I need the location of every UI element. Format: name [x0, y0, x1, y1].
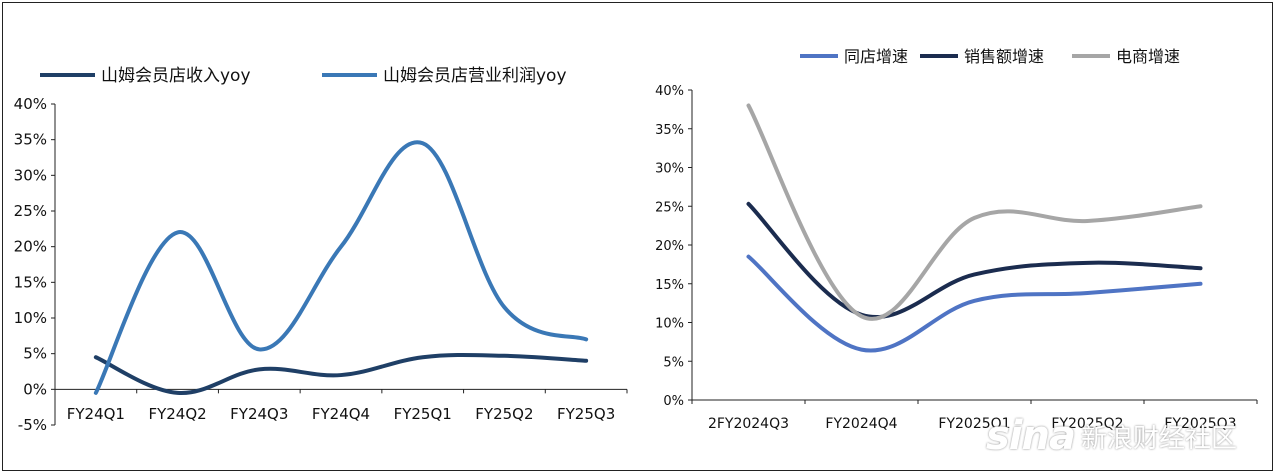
- c2-legend-label-3: 电商增速: [1116, 47, 1180, 66]
- c2-series-line-3: [746, 103, 1203, 321]
- c1-y-tick-label: 40%: [14, 95, 47, 113]
- c2-y-tick-label: 30%: [655, 162, 684, 177]
- c1-x-tick-label: FY24Q4: [312, 405, 370, 423]
- c1-y-tick-label: 20%: [14, 238, 47, 256]
- c1-series-line-1: [93, 352, 589, 395]
- c2-series-line-2: [746, 201, 1203, 319]
- watermark: sina 新浪财经社区: [986, 413, 1237, 459]
- c2-y-tick-label: 40%: [655, 84, 684, 99]
- c1-y-tick-label: 35%: [14, 131, 47, 149]
- c1-x-tick-label: FY25Q1: [394, 405, 452, 423]
- c2-series-line-1: [746, 254, 1203, 353]
- c1-x-tick-label: FY25Q3: [557, 405, 615, 423]
- c1-series-line-2: [93, 140, 589, 395]
- c1-x-tick-label: FY24Q1: [67, 405, 125, 423]
- c1-legend-label-2: 山姆会员店营业利润yoy: [383, 66, 567, 86]
- c1-y-tick-label: 25%: [14, 202, 47, 220]
- c2-x-tick-label: FY2024Q4: [825, 416, 897, 432]
- c2-y-tick-label: 10%: [655, 317, 684, 332]
- c2-legend-label-2: 销售额增速: [964, 47, 1044, 66]
- c1-y-tick-label: 5%: [23, 345, 47, 363]
- c2-legend-label-1: 同店增速: [844, 47, 908, 66]
- c1-x-tick-label: FY25Q2: [475, 405, 533, 423]
- c2-y-tick-label: 0%: [663, 394, 684, 409]
- c1-legend-label-1: 山姆会员店收入yoy: [101, 66, 251, 86]
- c2-x-tick-label: 2FY2024Q3: [708, 416, 789, 432]
- c1-y-tick-label: -5%: [18, 416, 47, 434]
- c2-y-tick-label: 20%: [655, 239, 684, 254]
- c2-x-tick-label: FY2025Q1: [938, 416, 1010, 432]
- c1-x-tick-label: FY24Q3: [230, 405, 288, 423]
- c2-y-tick-label: 5%: [663, 355, 684, 370]
- c1-y-tick-label: 10%: [14, 309, 47, 327]
- c2-y-tick-label: 25%: [655, 200, 684, 215]
- watermark-brand: sina: [985, 413, 1076, 459]
- c1-y-tick-label: 15%: [14, 273, 47, 291]
- c2-x-tick-label: FY2025Q3: [1164, 416, 1236, 432]
- watermark-text: 新浪财经社区: [1080, 423, 1237, 454]
- c2-x-tick-label: FY2025Q2: [1051, 416, 1123, 432]
- c2-y-tick-label: 35%: [655, 123, 684, 138]
- c2-y-tick-label: 15%: [655, 278, 684, 293]
- c1-y-tick-label: 30%: [14, 166, 47, 184]
- chart-left: -5% 0% 5% 10% 15% 20% 25% 30% 35% 40% FY24Q1 FY24Q2…: [14, 66, 628, 434]
- c1-y-tick-label: 0%: [23, 380, 47, 398]
- c1-x-tick-label: FY24Q2: [148, 405, 206, 423]
